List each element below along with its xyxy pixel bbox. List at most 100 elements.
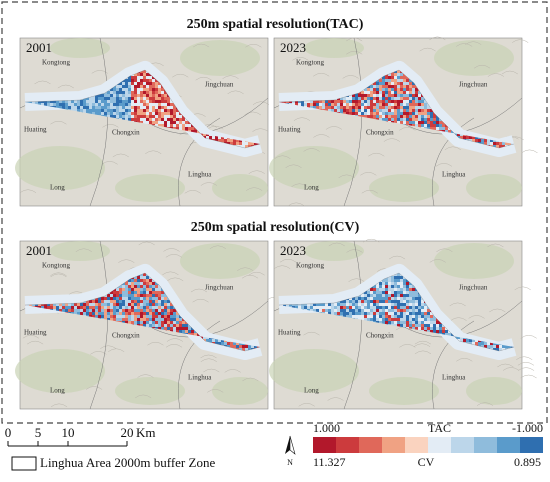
pixel [227,139,230,142]
pixel [140,106,143,109]
pixel [370,109,373,112]
pixel [355,112,358,115]
pixel [388,112,391,115]
pixel [391,103,394,106]
pixel [173,109,176,112]
pixel [152,97,155,100]
pixel [412,97,415,100]
pixel [125,103,128,106]
pixel [128,112,131,115]
pixel [161,106,164,109]
pixel [164,103,167,106]
pixel [316,103,319,106]
pixel [364,103,367,106]
pixel [331,100,334,103]
pixel [373,100,376,103]
pixel [394,91,397,94]
pixel [149,118,152,121]
pixel [152,91,155,94]
pixel [140,109,143,112]
pixel [331,106,334,109]
pixel [391,97,394,100]
pixel [376,112,379,115]
pixel [104,112,107,115]
pixel [131,82,134,85]
pixel [116,106,119,109]
pixel [379,85,382,88]
pixel [340,109,343,112]
pixel [170,124,173,127]
pixel [394,85,397,88]
pixel [155,100,158,103]
pixel [143,103,146,106]
pixel [122,106,125,109]
pixel [313,103,316,106]
section-title: 250m spatial resolution(CV) [191,220,360,235]
pixel [143,115,146,118]
pixel [394,100,397,103]
pixel [409,94,412,97]
pixel [403,103,406,106]
pixel [421,121,424,124]
pixel [98,100,101,103]
pixel [400,109,403,112]
pixel [131,100,134,103]
pixel [385,112,388,115]
pixel [155,118,158,121]
pixel [170,115,173,118]
pixel [239,142,242,145]
pixel [170,112,173,115]
pixel [47,103,50,106]
pixel [107,103,110,106]
pixel [352,97,355,100]
panel-year: 2001 [26,40,52,55]
pixel [152,85,155,88]
pixel [403,76,406,79]
pixel [158,103,161,106]
pixel [128,115,131,118]
pixel [134,106,137,109]
pixel [164,97,167,100]
pixel [418,115,421,118]
pixel [80,109,83,112]
pixel [83,100,86,103]
pixel [116,97,119,100]
pixel [167,100,170,103]
pixel [370,112,373,115]
pixel [107,94,110,97]
pixel [149,91,152,94]
pixel [101,106,104,109]
pixel [140,112,143,115]
pixel [86,109,89,112]
pixel [113,106,116,109]
pixel [388,82,391,85]
pixel [170,103,173,106]
pixel [137,106,140,109]
pixel [122,88,125,91]
pixel [397,118,400,121]
pixel [430,124,433,127]
pixel [376,94,379,97]
pixel [424,112,427,115]
pixel [412,109,415,112]
pixel [116,103,119,106]
pixel [110,97,113,100]
pixel [89,100,92,103]
pixel [119,100,122,103]
pixel [146,100,149,103]
pixel [334,109,337,112]
pixel [385,100,388,103]
pixel [173,112,176,115]
vegetation [466,174,522,202]
pixel [155,85,158,88]
pixel [367,103,370,106]
pixel [445,127,448,130]
pixel [424,106,427,109]
pixel [122,109,125,112]
pixel [128,109,131,112]
pixel [406,118,409,121]
pixel [161,109,164,112]
pixel [394,76,397,79]
pixel [167,112,170,115]
